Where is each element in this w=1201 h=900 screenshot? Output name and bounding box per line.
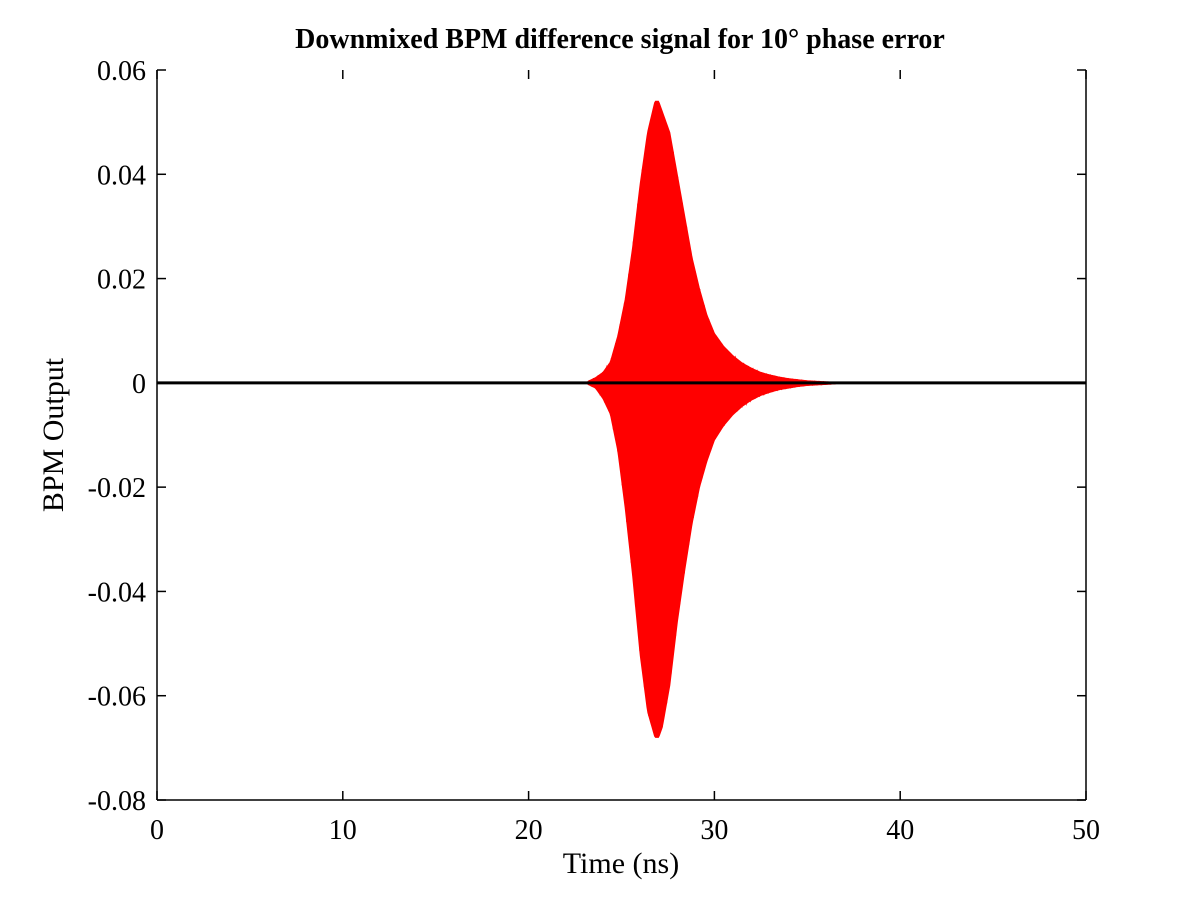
chart-title: Downmixed BPM difference signal for 10° … [295, 24, 945, 55]
x-tick-label: 30 [700, 815, 728, 846]
y-axis-label: BPM Output [37, 357, 70, 512]
y-tick-label: 0.04 [97, 160, 146, 191]
x-tick-label: 20 [515, 815, 543, 846]
y-tick-label: 0.06 [97, 56, 146, 87]
y-tick-label: -0.08 [88, 786, 146, 817]
y-tick-label: -0.04 [88, 577, 146, 608]
x-ticks: 0 10 20 30 40 50 [150, 70, 1100, 846]
y-ticks: 0.06 0.04 0.02 0 -0.02 -0.04 -0.06 -0.08 [88, 56, 1086, 817]
x-tick-label: 10 [329, 815, 357, 846]
y-tick-label: 0.02 [97, 265, 146, 296]
y-tick-label: -0.06 [88, 682, 146, 713]
plot-area [157, 70, 1086, 800]
x-tick-label: 40 [886, 815, 914, 846]
axes: 0 10 20 30 40 50 0.06 0.04 0.02 0 -0.02 -0.04 -0.06… [88, 56, 1100, 846]
x-axis-label: Time (ns) [563, 847, 679, 880]
x-tick-label: 50 [1072, 815, 1100, 846]
y-tick-label: 0 [132, 369, 146, 400]
y-tick-label: -0.02 [88, 473, 146, 504]
x-tick-label: 0 [150, 815, 164, 846]
